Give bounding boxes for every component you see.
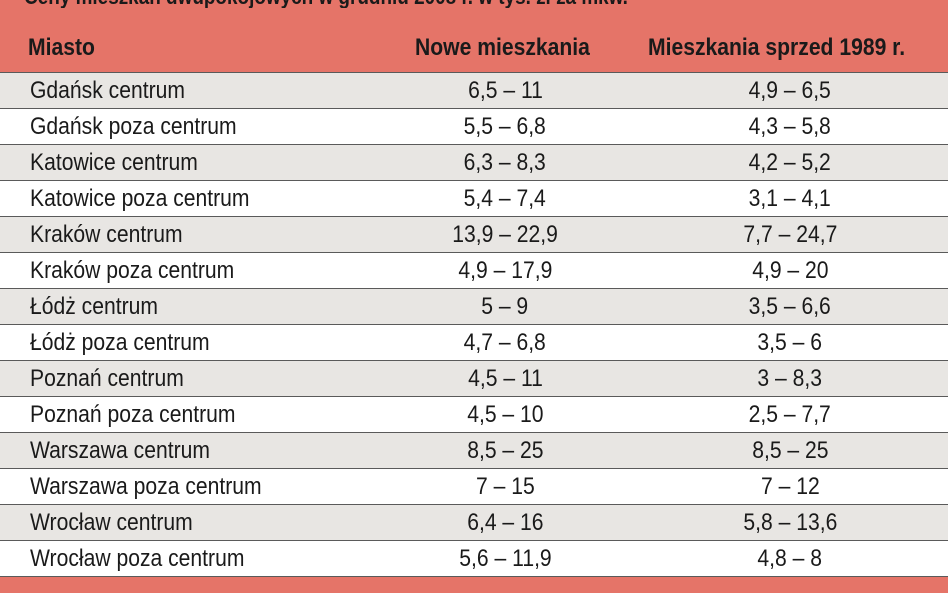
cell-old-price: 3 – 8,3 [757, 365, 823, 392]
header-new-apartments: Nowe mieszkania [415, 34, 590, 61]
cell-new-price: 4,5 – 10 [466, 401, 544, 428]
cell-city: Łódż centrum [30, 293, 158, 320]
cell-new-price: 6,4 – 16 [466, 509, 544, 536]
table-row: Poznań poza centrum 4,5 – 10 2,5 – 7,7 [0, 397, 948, 433]
cell-old-price: 8,5 – 25 [751, 437, 829, 464]
cell-new-price: 7 – 15 [475, 473, 535, 500]
cell-new-price: 13,9 – 22,9 [452, 221, 558, 248]
cell-city: Łódż poza centrum [30, 329, 210, 356]
table-body: Gdańsk centrum 6,5 – 11 4,9 – 6,5 Gdańsk po… [0, 72, 948, 577]
table-row: Kraków poza centrum 4,9 – 17,9 4,9 – 20 [0, 253, 948, 289]
cell-city: Warszawa centrum [30, 437, 210, 464]
cell-city: Gdańsk poza centrum [30, 113, 237, 140]
table-row: Warszawa poza centrum 7 – 15 7 – 12 [0, 469, 948, 505]
table-row: Kraków centrum 13,9 – 22,9 7,7 – 24,7 [0, 217, 948, 253]
cell-new-price: 6,5 – 11 [467, 77, 543, 104]
table-row: Łódż poza centrum 4,7 – 6,8 3,5 – 6 [0, 325, 948, 361]
cell-old-price: 4,9 – 6,5 [748, 77, 832, 104]
cell-city: Kraków centrum [30, 221, 183, 248]
cell-new-price: 4,5 – 11 [467, 365, 543, 392]
cell-new-price: 5,5 – 6,8 [463, 113, 547, 140]
header-old-apartments: Mieszkania sprzed 1989 r. [648, 34, 906, 61]
cell-city: Wrocław poza centrum [30, 545, 245, 572]
table-row: Łódż centrum 5 – 9 3,5 – 6,6 [0, 289, 948, 325]
cell-old-price: 4,3 – 5,8 [748, 113, 832, 140]
cell-old-price: 3,1 – 4,1 [748, 185, 832, 212]
table-header: Miasto Nowe mieszkania Mieszkania sprzed… [0, 26, 948, 70]
cell-new-price: 6,3 – 8,3 [463, 149, 547, 176]
cell-new-price: 5,4 – 7,4 [463, 185, 547, 212]
cell-city: Gdańsk centrum [30, 77, 185, 104]
cell-new-price: 8,5 – 25 [466, 437, 544, 464]
cell-city: Kraków poza centrum [30, 257, 235, 284]
cell-old-price: 3,5 – 6 [757, 329, 823, 356]
cell-old-price: 4,8 – 8 [757, 545, 823, 572]
cell-city: Warszawa poza centrum [30, 473, 262, 500]
cell-old-price: 5,8 – 13,6 [743, 509, 837, 536]
cell-old-price: 7 – 12 [760, 473, 820, 500]
cell-old-price: 4,2 – 5,2 [748, 149, 832, 176]
header-city: Miasto [28, 34, 95, 61]
cell-new-price: 5 – 9 [481, 293, 529, 320]
table-row: Wrocław centrum 6,4 – 16 5,8 – 13,6 [0, 505, 948, 541]
table-row: Gdańsk poza centrum 5,5 – 6,8 4,3 – 5,8 [0, 109, 948, 145]
cell-old-price: 4,9 – 20 [751, 257, 829, 284]
cell-new-price: 4,9 – 17,9 [458, 257, 552, 284]
table-title: Ceny mieszkań dwupokojowych w grudniu 20… [0, 0, 815, 8]
table-row: Katowice poza centrum 5,4 – 7,4 3,1 – 4,1 [0, 181, 948, 217]
table-row: Katowice centrum 6,3 – 8,3 4,2 – 5,2 [0, 145, 948, 181]
cell-city: Wrocław centrum [30, 509, 193, 536]
cell-new-price: 5,6 – 11,9 [458, 545, 552, 572]
table-row: Wrocław poza centrum 5,6 – 11,9 4,8 – 8 [0, 541, 948, 577]
table-row: Warszawa centrum 8,5 – 25 8,5 – 25 [0, 433, 948, 469]
cell-city: Poznań centrum [30, 365, 184, 392]
cell-old-price: 2,5 – 7,7 [748, 401, 832, 428]
cell-city: Katowice centrum [30, 149, 198, 176]
cell-old-price: 7,7 – 24,7 [743, 221, 837, 248]
cell-old-price: 3,5 – 6,6 [748, 293, 832, 320]
cell-city: Poznań poza centrum [30, 401, 236, 428]
table-row: Gdańsk centrum 6,5 – 11 4,9 – 6,5 [0, 73, 948, 109]
cell-new-price: 4,7 – 6,8 [463, 329, 547, 356]
table-row: Poznań centrum 4,5 – 11 3 – 8,3 [0, 361, 948, 397]
cell-city: Katowice poza centrum [30, 185, 250, 212]
